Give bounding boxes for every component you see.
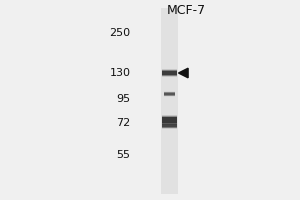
Bar [164,93,175,95]
Bar [162,124,177,127]
Bar [162,69,177,77]
Bar [164,92,175,96]
Text: 250: 250 [110,28,130,38]
Text: MCF-7: MCF-7 [167,4,206,17]
Text: 130: 130 [110,68,130,78]
Text: 95: 95 [116,94,130,104]
Text: 55: 55 [116,150,130,160]
Bar [164,92,175,96]
Bar [162,123,177,128]
Bar [162,117,177,123]
Polygon shape [178,68,188,78]
Bar [164,91,175,97]
Bar [164,93,175,95]
Bar [162,70,177,76]
Bar [162,117,177,123]
Bar [162,116,177,124]
Bar [162,71,177,75]
Text: 72: 72 [116,118,130,128]
Bar [162,69,177,77]
Bar [161,8,178,194]
Bar [162,116,177,124]
Bar [164,92,175,96]
Bar [162,70,177,76]
Bar [162,70,177,76]
Bar [162,71,177,75]
Bar [162,117,177,123]
Bar [162,122,177,129]
Bar [162,124,177,127]
Bar [162,123,177,128]
Bar [162,116,177,124]
Bar [164,92,175,96]
Bar [164,92,175,96]
Bar [162,115,177,125]
Bar [162,115,177,125]
Bar [162,71,177,75]
Bar [162,123,177,129]
Bar [162,70,177,76]
Bar [164,92,175,96]
Bar [162,123,177,128]
Bar [162,117,177,123]
Bar [162,123,177,128]
Bar [162,124,177,128]
